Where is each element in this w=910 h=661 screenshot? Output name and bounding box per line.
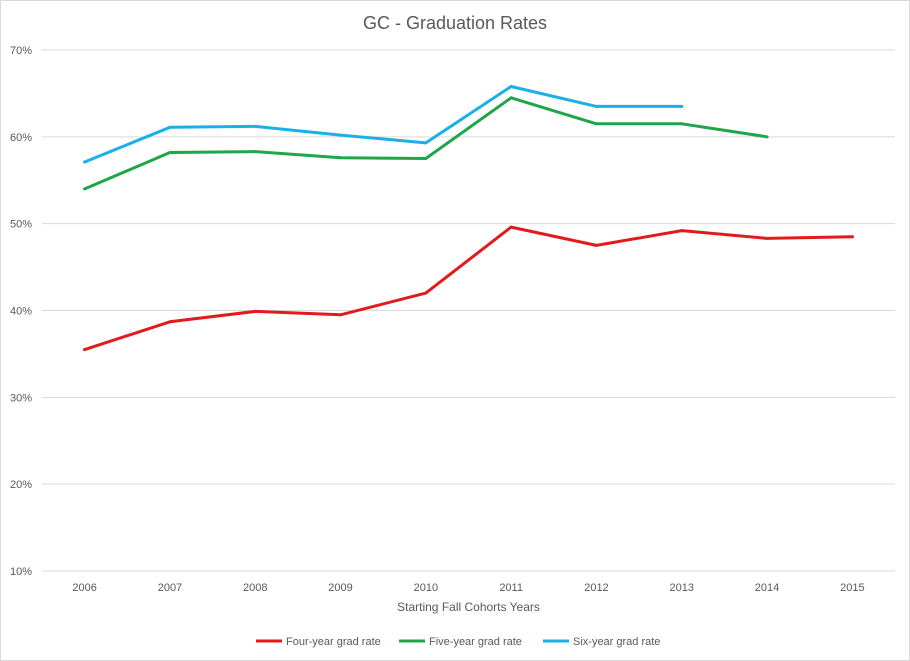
series-0-point bbox=[680, 229, 684, 233]
series-2-point bbox=[594, 104, 598, 108]
series-0-point bbox=[253, 309, 257, 313]
x-tick-label: 2007 bbox=[158, 582, 182, 594]
x-tick-label: 2006 bbox=[72, 582, 96, 594]
series-0-point bbox=[339, 313, 343, 317]
x-axis-title: Starting Fall Cohorts Years bbox=[397, 600, 540, 614]
legend-label: Six-year grad rate bbox=[573, 636, 660, 648]
series-line-0 bbox=[83, 225, 854, 352]
x-tick-label: 2008 bbox=[243, 582, 267, 594]
legend: Four-year grad rate Five-year grad rate Si… bbox=[256, 636, 660, 648]
series-1-point bbox=[765, 135, 769, 139]
y-axis-ticks: 10% 20% 30% 40% 50% 60% 70% bbox=[10, 45, 32, 578]
chart-title: GC - Graduation Rates bbox=[363, 13, 547, 33]
series-0-point bbox=[83, 348, 87, 352]
y-tick-label: 40% bbox=[10, 306, 32, 318]
x-axis-ticks: 2006 2007 2008 2009 2010 2011 2012 2013 2014 2015 bbox=[72, 582, 864, 594]
y-tick-label: 60% bbox=[10, 132, 32, 144]
legend-label: Four-year grad rate bbox=[286, 636, 381, 648]
series-2-point bbox=[168, 125, 172, 129]
gridlines bbox=[42, 49, 895, 485]
series-1-point bbox=[680, 122, 684, 126]
series-0-point bbox=[594, 243, 598, 247]
series-1-point bbox=[83, 187, 87, 191]
series-1-point bbox=[253, 150, 257, 154]
series-0-point bbox=[168, 320, 172, 324]
series-2-point bbox=[424, 141, 428, 145]
x-tick-label: 2013 bbox=[670, 582, 694, 594]
y-tick-label: 50% bbox=[10, 219, 32, 231]
x-tick-label: 2010 bbox=[414, 582, 438, 594]
x-tick-label: 2009 bbox=[328, 582, 352, 594]
x-tick-label: 2015 bbox=[840, 582, 864, 594]
y-tick-label: 10% bbox=[10, 566, 32, 578]
series-0-point bbox=[509, 225, 513, 229]
legend-label: Five-year grad rate bbox=[429, 636, 522, 648]
series-lines bbox=[83, 84, 854, 352]
x-tick-label: 2011 bbox=[499, 582, 523, 594]
series-1-point bbox=[339, 156, 343, 160]
x-tick-label: 2014 bbox=[755, 582, 779, 594]
series-2-point bbox=[253, 124, 257, 128]
series-2-point bbox=[680, 104, 684, 108]
y-tick-label: 20% bbox=[10, 479, 32, 491]
series-2-point bbox=[339, 133, 343, 137]
series-0-point bbox=[424, 291, 428, 295]
series-1-point bbox=[424, 157, 428, 161]
series-1-point bbox=[594, 122, 598, 126]
series-1-point bbox=[168, 150, 172, 154]
x-tick-label: 2012 bbox=[584, 582, 608, 594]
series-2-point bbox=[83, 160, 87, 164]
series-0-point bbox=[850, 235, 854, 239]
series-2-point bbox=[509, 84, 513, 88]
series-0-point bbox=[765, 236, 769, 240]
y-tick-label: 30% bbox=[10, 392, 32, 404]
series-line-2 bbox=[83, 85, 684, 164]
series-1-point bbox=[509, 96, 513, 100]
y-tick-label: 70% bbox=[10, 45, 32, 57]
